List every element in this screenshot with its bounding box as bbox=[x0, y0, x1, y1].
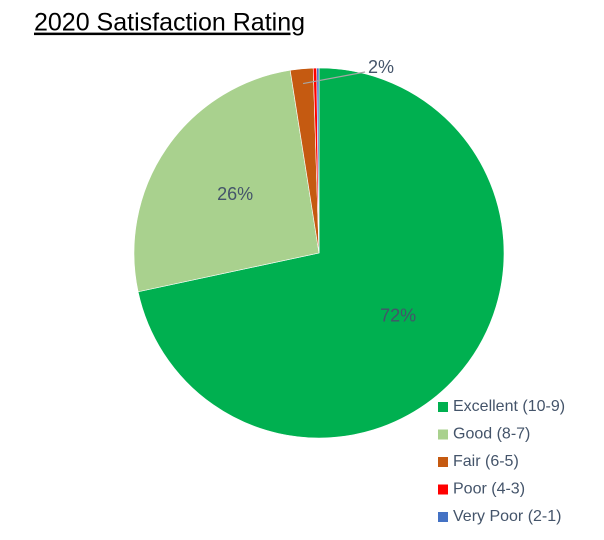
data-label: 72% bbox=[380, 306, 416, 326]
chart-title: 2020 Satisfaction Rating bbox=[34, 9, 305, 37]
pie-slice bbox=[137, 67, 505, 439]
legend-label: Excellent (10-9) bbox=[453, 398, 565, 415]
pie-slice bbox=[133, 69, 320, 293]
leader-line bbox=[302, 71, 366, 85]
legend-label: Good (8-7) bbox=[453, 426, 530, 443]
legend-label: Very Poor (2-1) bbox=[453, 508, 561, 525]
legend-label: Poor (4-3) bbox=[453, 481, 525, 498]
legend-swatch bbox=[438, 457, 448, 467]
legend-label: Fair (6-5) bbox=[453, 453, 519, 470]
data-label: 26% bbox=[217, 184, 253, 204]
legend-swatch bbox=[438, 512, 448, 522]
legend-swatch bbox=[438, 402, 448, 412]
legend-swatch bbox=[438, 484, 448, 495]
data-label: 2% bbox=[368, 57, 394, 77]
pie-slice bbox=[316, 67, 320, 254]
legend-swatch bbox=[438, 429, 448, 440]
